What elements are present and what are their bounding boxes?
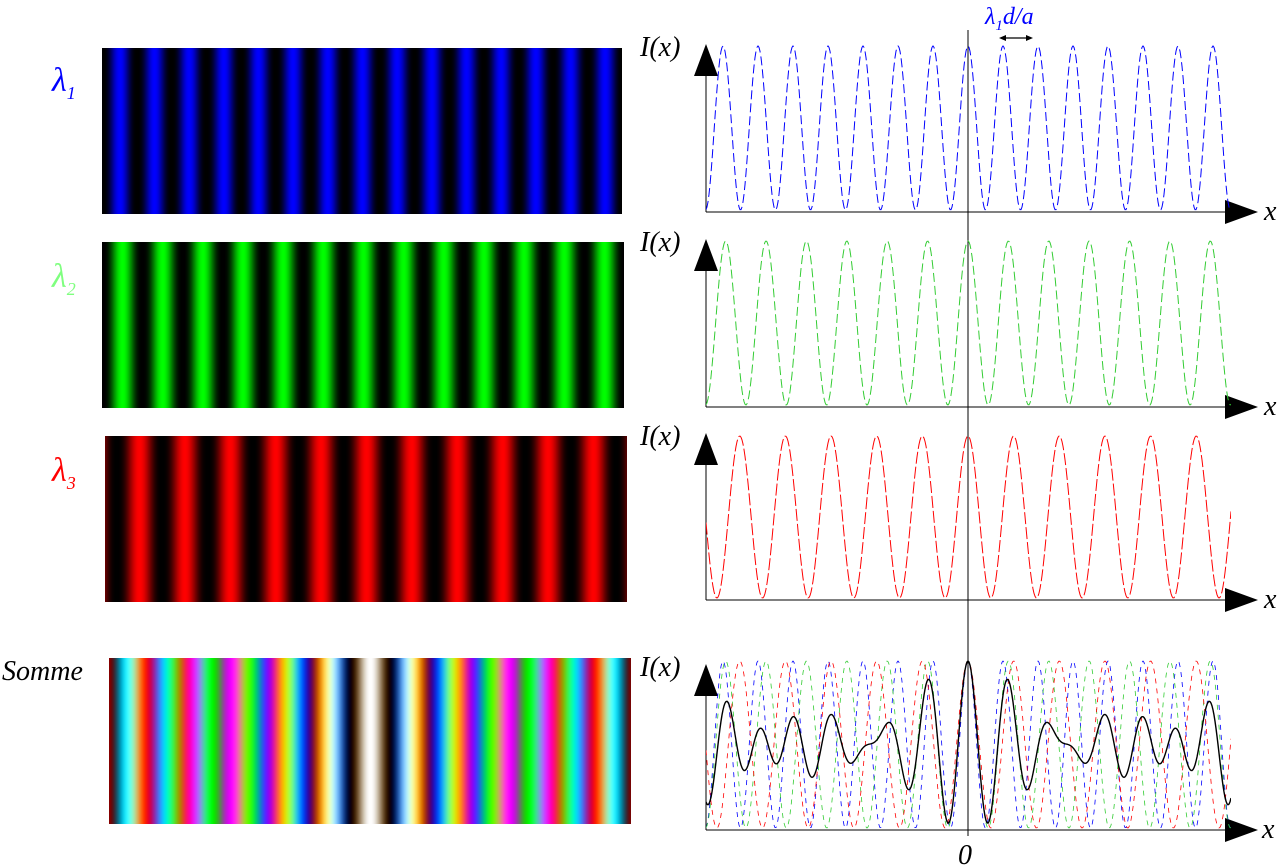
x-axis-arrow [1225, 588, 1258, 612]
intensity-curve-lambda1 [706, 45, 1231, 211]
fringe-pattern-lambda3 [105, 436, 627, 602]
fringe-spacing-lambda: λ [984, 4, 995, 30]
fringe-spacing-arrowhead-left [999, 35, 1006, 41]
intensity-curve-sum-lambda3 [706, 660, 1231, 829]
x-axis-label: x [1263, 196, 1277, 227]
y-axis-label: I(x) [639, 32, 680, 63]
y-axis-arrow [694, 239, 718, 271]
y-axis-label: I(x) [639, 652, 680, 683]
plot-lambda1: I(x) x λ1d/a [639, 4, 1277, 227]
intensity-curve-sum-lambda1 [706, 660, 1231, 829]
x-axis-arrow [1225, 200, 1258, 224]
fringe-spacing-arrowhead-right [1026, 35, 1033, 41]
fringe-spacing-subscript: 1 [995, 18, 1003, 34]
fringe-pattern-lambda1 [102, 48, 622, 214]
x-axis-label: x [1261, 814, 1275, 845]
lambda1-subscript: 1 [66, 82, 76, 103]
y-axis-arrow [694, 433, 718, 465]
x-axis-label: x [1263, 584, 1277, 615]
y-axis-arrow [694, 664, 718, 696]
intensity-curve-sum-lambda2 [706, 660, 1231, 829]
lambda3-subscript: 3 [66, 472, 76, 493]
x-axis-label: x [1263, 391, 1277, 422]
fringe-spacing-rest: d/a [1003, 4, 1034, 30]
intensity-curve-sum [706, 659, 1231, 825]
origin-label: 0 [958, 840, 972, 867]
lambda3-symbol: λ [52, 452, 67, 489]
plot-lambda2: I(x) x [639, 227, 1277, 422]
y-axis-arrow [694, 44, 718, 76]
x-axis-arrow [1225, 395, 1258, 419]
plot-sum: I(x) x 0 [639, 652, 1275, 867]
lambda2-symbol: λ [52, 258, 67, 295]
intensity-curve-lambda2 [706, 240, 1231, 406]
x-axis-arrow [1225, 818, 1258, 842]
y-axis-label: I(x) [639, 227, 680, 258]
lambda3-label: λ3 [52, 452, 76, 494]
plot-lambda3: I(x) x [639, 421, 1277, 615]
sum-label: Somme [2, 656, 83, 687]
fringe-spacing-label: λ1d/a [984, 4, 1034, 34]
lambda2-subscript: 2 [66, 278, 76, 299]
lambda1-symbol: λ [52, 62, 67, 99]
y-axis-label: I(x) [639, 421, 680, 452]
lambda1-label: λ1 [52, 62, 76, 104]
fringe-pattern-lambda2 [102, 242, 624, 408]
fringe-pattern-sum [109, 658, 631, 824]
intensity-curve-lambda3 [706, 435, 1231, 599]
lambda2-label: λ2 [52, 258, 76, 300]
